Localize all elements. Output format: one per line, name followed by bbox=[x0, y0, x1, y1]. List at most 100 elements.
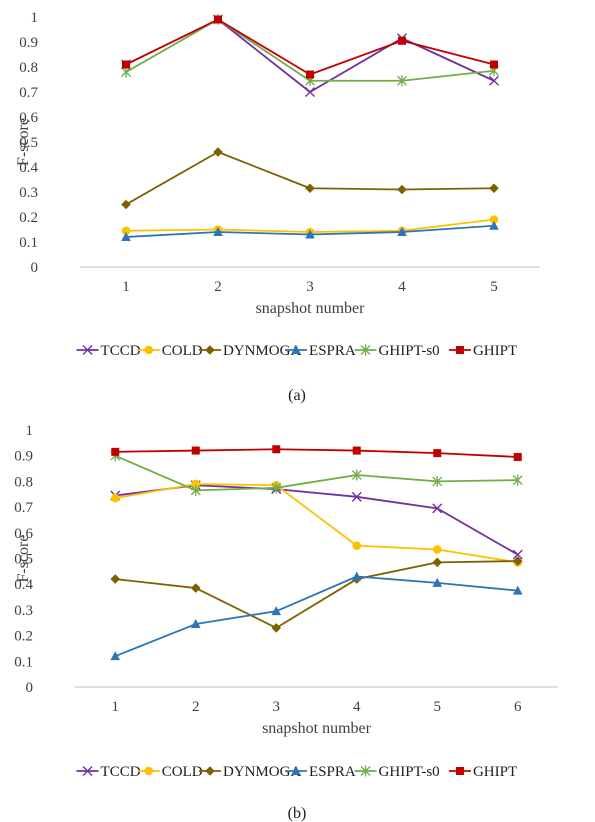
panel-caption: (a) bbox=[288, 387, 306, 404]
legend-item-espra: ESPRA bbox=[285, 343, 356, 359]
legend-label: GHIPT-s0 bbox=[379, 343, 440, 359]
legend-label: TCCD bbox=[101, 343, 141, 359]
y-tick-label: 0.5 bbox=[19, 135, 38, 151]
y-tick-label: 0.7 bbox=[14, 500, 33, 516]
series-line-dynmoga bbox=[115, 560, 518, 629]
x-tick-label: 5 bbox=[434, 699, 442, 715]
series-line-espra bbox=[114, 575, 518, 657]
data-point-ghipt-s0 bbox=[271, 482, 282, 494]
data-point-ghipt-s0 bbox=[397, 75, 407, 87]
data-point-dynmoga bbox=[190, 583, 201, 593]
y-tick-label: 0.1 bbox=[14, 654, 33, 670]
y-tick-label: 0.2 bbox=[14, 629, 33, 645]
x-tick-label: 4 bbox=[353, 699, 361, 715]
y-tick-label: 0.7 bbox=[19, 85, 38, 101]
data-point-ghipt bbox=[490, 60, 498, 69]
data-point-espra bbox=[305, 229, 315, 239]
data-point-espra bbox=[512, 585, 523, 595]
legend-label: DYNMOGA bbox=[223, 343, 302, 359]
x-axis-label: snapshot number bbox=[256, 300, 366, 317]
panel-caption: (b) bbox=[288, 805, 307, 822]
legend-marker-espra bbox=[291, 766, 301, 775]
y-axis-label: F-score bbox=[15, 535, 32, 583]
legend-label: ESPRA bbox=[309, 764, 356, 780]
x-tick-label: 3 bbox=[273, 699, 281, 715]
legend-item-ghipt: GHIPT bbox=[448, 764, 517, 780]
y-tick-label: 0.4 bbox=[14, 577, 33, 593]
legend-item-ghipt-s0: GHIPT-s0 bbox=[354, 343, 440, 359]
data-point-dynmoga bbox=[489, 183, 499, 194]
legend-label: COLD bbox=[162, 343, 203, 359]
y-tick-label: 0.9 bbox=[19, 35, 38, 51]
legend-label: GHIPT bbox=[473, 343, 517, 359]
series-line-ghipt bbox=[115, 448, 518, 458]
data-point-cold bbox=[121, 226, 131, 236]
y-tick-label: 0.9 bbox=[14, 449, 33, 465]
y-tick-label: 0.3 bbox=[14, 603, 33, 619]
data-point-tccd bbox=[489, 75, 499, 86]
data-point-ghipt bbox=[111, 447, 120, 456]
y-tick-label: 0 bbox=[26, 680, 34, 696]
series-line-cold bbox=[115, 483, 518, 564]
x-tick-label: 1 bbox=[112, 699, 120, 715]
data-point-espra bbox=[397, 227, 407, 236]
data-point-ghipt-s0 bbox=[351, 469, 362, 481]
y-tick-label: 0.2 bbox=[19, 210, 38, 226]
y-tick-label: 0.8 bbox=[14, 474, 33, 490]
data-point-dynmoga bbox=[432, 557, 443, 568]
legend-item-cold: COLD bbox=[137, 764, 203, 780]
y-tick-label: 1 bbox=[31, 10, 39, 26]
legend-item-ghipt-s0: GHIPT-s0 bbox=[354, 764, 440, 780]
data-point-tccd bbox=[512, 549, 523, 560]
legend-marker-espra bbox=[291, 345, 301, 354]
data-point-ghipt bbox=[191, 446, 200, 455]
data-point-espra bbox=[351, 571, 362, 581]
legend-label: COLD bbox=[162, 764, 203, 780]
chart-panel-a: 0 0.1 0.2 0.3 0.4 0.5 0.6 0.7 0.8 0.9 1 1 2 3 4 5 snapsh… bbox=[15, 10, 540, 404]
data-point-dynmoga bbox=[512, 556, 523, 566]
y-axis-label: F-score bbox=[15, 118, 32, 166]
legend-marker-ghipt bbox=[455, 346, 464, 354]
legend-label: GHIPT bbox=[473, 764, 517, 780]
legend-marker-tccd bbox=[82, 345, 93, 355]
data-point-ghipt bbox=[352, 446, 361, 455]
legend-label: GHIPT-s0 bbox=[379, 764, 440, 780]
data-point-dynmoga bbox=[121, 199, 131, 210]
data-point-espra bbox=[213, 227, 223, 236]
legend-marker-cold bbox=[144, 345, 154, 355]
y-tick-label: 0.4 bbox=[19, 160, 38, 176]
y-tick-label: 0.6 bbox=[19, 110, 38, 126]
legend-item-cold: COLD bbox=[137, 343, 203, 359]
series-line-dynmoga bbox=[125, 151, 495, 206]
x-tick-label: 3 bbox=[306, 279, 314, 295]
data-point-espra bbox=[121, 232, 131, 241]
legend-marker-cold bbox=[144, 766, 154, 776]
legend-item-dynmoga: DYNMOGA bbox=[198, 343, 302, 359]
data-point-cold bbox=[489, 215, 499, 224]
x-axis-label: snapshot number bbox=[262, 720, 372, 737]
x-tick-label: 2 bbox=[214, 279, 222, 295]
legend-label: TCCD bbox=[101, 764, 141, 780]
series-line-tccd bbox=[115, 484, 519, 556]
legend-label: ESPRA bbox=[309, 343, 356, 359]
data-point-dynmoga bbox=[271, 623, 282, 633]
data-point-ghipt bbox=[398, 36, 406, 45]
data-point-ghipt bbox=[122, 60, 130, 69]
legend-item-tccd: TCCD bbox=[76, 764, 141, 780]
data-point-ghipt bbox=[513, 452, 522, 461]
data-point-espra bbox=[489, 220, 499, 230]
x-tick-label: 4 bbox=[398, 279, 406, 295]
data-point-dynmoga bbox=[110, 574, 121, 584]
series-line-ghipt-s0 bbox=[114, 454, 518, 492]
legend-item-espra: ESPRA bbox=[285, 764, 356, 780]
legend-marker-ghipt bbox=[455, 767, 464, 775]
y-tick-label: 0.1 bbox=[19, 235, 38, 251]
x-tick-label: 2 bbox=[192, 699, 200, 715]
legend-marker-dynmoga bbox=[205, 345, 215, 355]
data-point-ghipt bbox=[433, 449, 442, 458]
data-point-espra bbox=[432, 577, 443, 587]
data-point-tccd bbox=[351, 491, 362, 502]
data-point-espra bbox=[271, 606, 282, 616]
data-point-dynmoga bbox=[305, 183, 315, 194]
